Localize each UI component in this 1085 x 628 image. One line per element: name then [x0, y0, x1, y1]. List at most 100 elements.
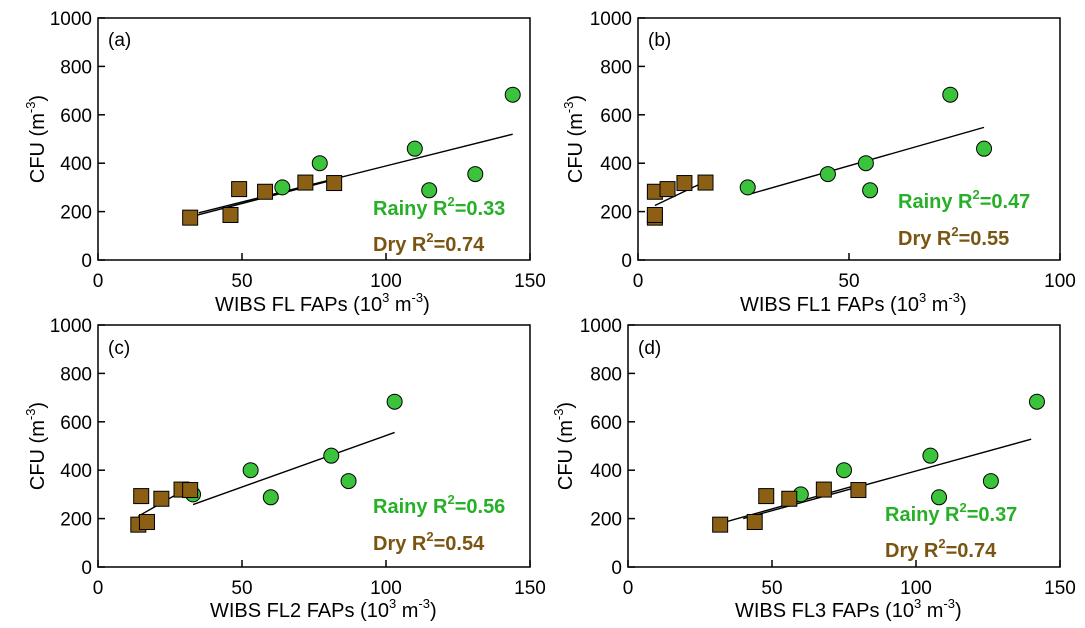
x-tick-label: 100: [370, 271, 402, 292]
x-tick-label: 0: [93, 271, 104, 292]
data-point-dry: [231, 181, 248, 198]
fit-line-rainy: [192, 431, 395, 506]
y-axis-title-main: CFU (m: [555, 420, 577, 490]
x-axis-title-main: WIBS FL3 FAPs (10: [735, 600, 914, 622]
y-tick-label: 400: [600, 154, 632, 175]
data-point-rainy: [1028, 393, 1045, 410]
data-point-dry: [659, 181, 676, 198]
r2-annotation-rainy: Rainy R2=0.47: [898, 187, 1030, 213]
y-axis-title-end: ): [27, 402, 49, 409]
r2-value: =0.33: [455, 198, 506, 220]
data-point-dry: [326, 175, 343, 192]
data-point-rainy: [274, 179, 291, 196]
data-point-dry: [758, 488, 775, 505]
data-point-rainy: [931, 489, 948, 506]
r2-superscript: 2: [938, 536, 945, 551]
data-point-rainy: [467, 166, 484, 183]
panel-label: (b): [648, 30, 671, 51]
r2-label: Rainy R: [885, 504, 960, 526]
plot-frame: [97, 324, 531, 568]
data-point-dry: [138, 513, 155, 530]
data-point-dry: [222, 206, 239, 223]
y-tick-label: 200: [600, 203, 632, 224]
r2-annotation-rainy: Rainy R2=0.33: [373, 194, 505, 220]
data-point-dry: [850, 482, 867, 499]
r2-label: Dry R: [373, 234, 427, 256]
data-point-rainy: [862, 182, 879, 199]
r2-value: =0.55: [959, 228, 1010, 250]
data-point-rainy: [942, 86, 959, 103]
data-point-dry: [297, 174, 314, 191]
y-tick-label: 1000: [590, 9, 632, 30]
data-point-rainy: [421, 182, 438, 199]
data-point-dry: [182, 482, 199, 499]
r2-annotation-rainy: Rainy R2=0.37: [885, 500, 1017, 526]
y-tick-label: 600: [60, 413, 92, 434]
chart-panel-b: 0 200 400 600 800 1000 0 50 100 (b) WIBS FL1 FAPs …: [561, 9, 1076, 316]
y-tick-label: 600: [590, 413, 622, 434]
y-axis-title-end: ): [555, 402, 577, 409]
data-point-dry: [746, 513, 763, 530]
x-tick-label: 50: [761, 578, 782, 599]
y-tick-label: 1000: [580, 316, 622, 337]
y-tick-label: 1000: [50, 316, 92, 337]
data-point-rainy: [242, 462, 259, 479]
x-tick-label: 50: [231, 578, 252, 599]
data-point-rainy: [922, 447, 939, 464]
y-tick-label: 600: [60, 106, 92, 127]
data-point-rainy: [982, 473, 999, 490]
x-tick-label: 50: [231, 271, 252, 292]
x-axis-title-unit: m: [926, 294, 948, 316]
data-point-rainy: [857, 155, 874, 172]
data-point-rainy: [340, 473, 357, 490]
data-point-rainy: [739, 179, 756, 196]
x-tick-label: 150: [514, 271, 546, 292]
x-tick-label: 150: [1044, 578, 1076, 599]
y-axis-title-sup: -3: [23, 102, 38, 114]
y-axis-title-end: ): [27, 95, 49, 102]
x-axis-title-main: WIBS FL1 FAPs (10: [740, 294, 919, 316]
x-tick-label: 0: [623, 578, 634, 599]
data-point-dry: [257, 183, 274, 200]
data-point-rainy: [819, 166, 836, 183]
x-axis-title-main: WIBS FL2 FAPs (10: [210, 600, 389, 622]
data-point-dry: [815, 481, 832, 498]
y-axis-title-sup: -3: [551, 409, 566, 421]
y-tick-label: 200: [60, 203, 92, 224]
r2-label: Dry R: [898, 228, 952, 250]
x-axis-title: WIBS FL2 FAPs (103 m-3): [210, 596, 437, 622]
x-axis-title-unit: m: [396, 600, 418, 622]
data-point-dry: [182, 209, 199, 226]
x-axis-title-sup: 3: [389, 596, 396, 611]
y-axis-title-main: CFU (m: [27, 420, 49, 490]
x-axis-title-sup: -3: [943, 596, 955, 611]
y-tick-label: 0: [81, 558, 92, 579]
x-axis-title-sup: 3: [914, 596, 921, 611]
y-axis-title-main: CFU (m: [565, 113, 587, 183]
data-point-dry: [646, 206, 663, 223]
r2-label: Dry R: [885, 540, 939, 562]
y-axis-title: CFU (m-3): [561, 95, 587, 183]
chart-panel-d: 0 200 400 600 800 1000 0 50 100 150 (d) WIBS FL3 FA…: [551, 316, 1076, 622]
panel-label: (a): [108, 30, 131, 51]
data-point-rainy: [262, 489, 279, 506]
y-tick-label: 600: [600, 106, 632, 127]
x-tick-label: 100: [370, 578, 402, 599]
y-axis-title-main: CFU (m: [27, 113, 49, 183]
r2-value: =0.56: [455, 496, 506, 518]
r2-label: Dry R: [373, 533, 427, 555]
x-axis-title: WIBS FL FAPs (103 m-3): [215, 290, 430, 316]
plot-frame: [97, 17, 531, 261]
x-axis-title-sup: -3: [948, 290, 960, 305]
data-point-rainy: [504, 86, 521, 103]
y-tick-label: 800: [60, 57, 92, 78]
y-tick-label: 400: [60, 154, 92, 175]
r2-value: =0.74: [946, 540, 997, 562]
x-axis-title-sup: 3: [382, 290, 389, 305]
y-axis-title-sup: -3: [561, 102, 576, 114]
plot-frame: [627, 324, 1061, 568]
x-axis-title-end: ): [423, 294, 430, 316]
x-axis-title-sup: 3: [919, 290, 926, 305]
r2-annotation-rainy: Rainy R2=0.56: [373, 492, 505, 518]
